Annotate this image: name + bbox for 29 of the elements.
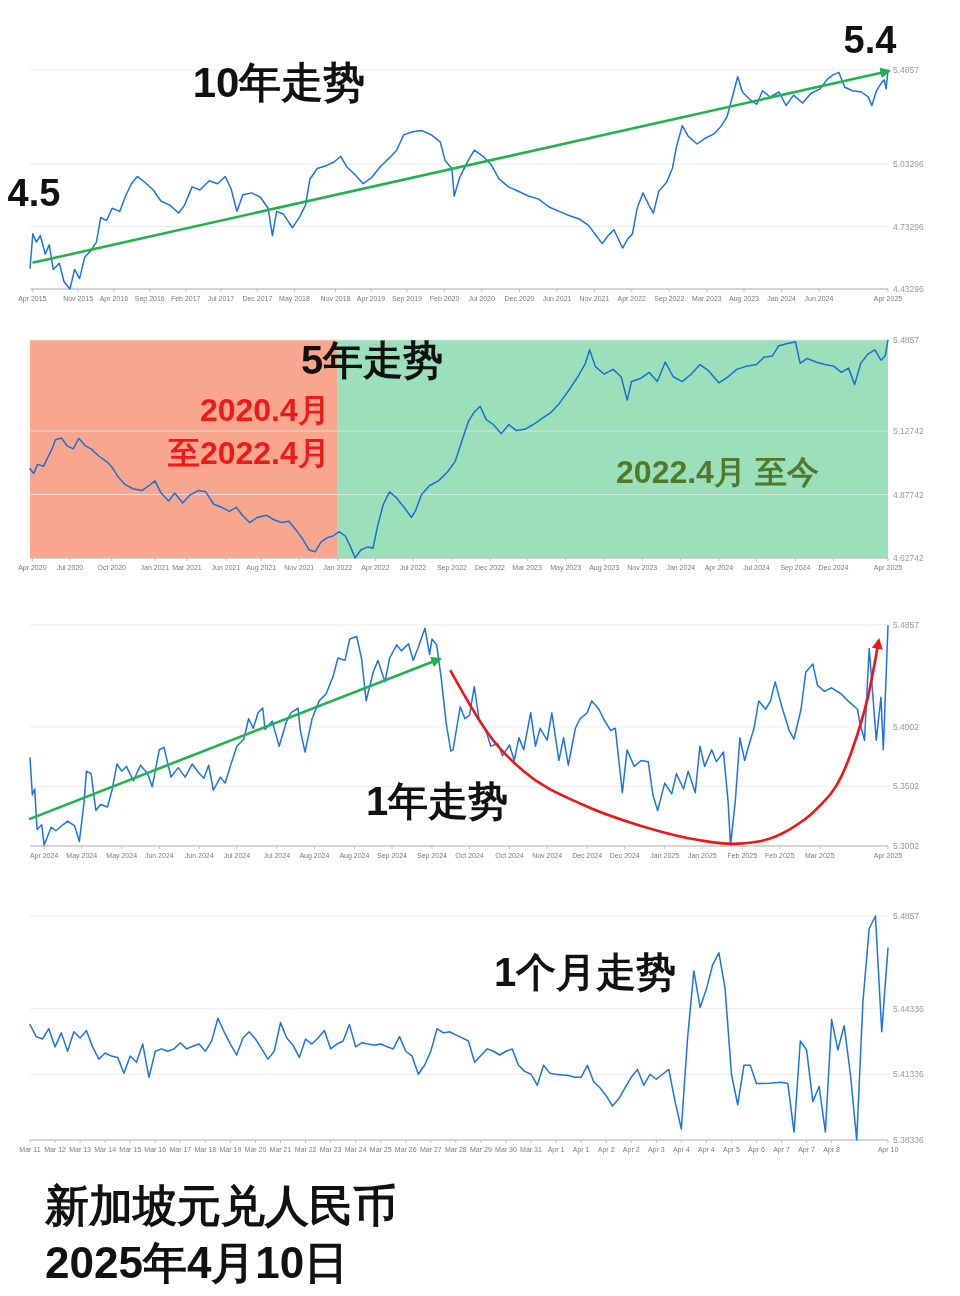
y-tick-label: 5.3002 (893, 841, 920, 851)
y-tick-label: 5.3502 (893, 781, 920, 792)
text: 1年走势 (365, 779, 509, 823)
y-tick-label: 4.43296 (893, 284, 924, 294)
y-tick-label: 5.12742 (893, 426, 924, 436)
y-tick-label: 5.4857 (893, 335, 920, 345)
annotation: 5.4 (843, 19, 897, 62)
y-tick-label: 5.41336 (893, 1069, 924, 1080)
y-tick-label: 5.4002 (893, 721, 920, 732)
chart-title: 5年走势 (300, 338, 444, 382)
line-series (29, 625, 889, 846)
band-label: 2022.4月 至今 (616, 454, 819, 490)
y-tick-label: 4.62742 (893, 553, 924, 563)
y-tick-label: 4.73296 (893, 221, 924, 232)
text: 2025年4月10日 (45, 1237, 349, 1287)
y-tick-label: 5.4857 (893, 911, 920, 921)
y-tick-label: 5.44336 (893, 1003, 924, 1014)
band-label: 2020.4月至2022.4月 (166, 392, 330, 472)
line-series (29, 915, 889, 1141)
y-tick-label: 5.4857 (893, 65, 920, 75)
y-tick-label: 5.03296 (893, 159, 924, 170)
text: 新加坡元兑人民币 (44, 1180, 397, 1230)
y-tick-label: 4.87742 (893, 489, 924, 500)
annotation: 4.5 (7, 172, 61, 215)
text: 1个月走势 (493, 950, 677, 994)
line-series (29, 339, 889, 559)
y-tick-label: 5.4857 (893, 620, 920, 630)
chart-title: 10年走势 (192, 58, 366, 106)
y-tick-label: 5.38336 (893, 1135, 924, 1145)
